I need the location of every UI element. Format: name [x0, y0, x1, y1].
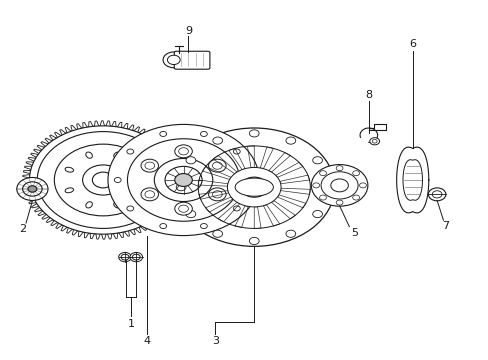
Circle shape	[335, 166, 342, 171]
Circle shape	[174, 202, 192, 215]
Circle shape	[178, 148, 188, 155]
Circle shape	[164, 166, 202, 194]
Circle shape	[126, 206, 133, 211]
FancyBboxPatch shape	[174, 51, 209, 69]
Circle shape	[311, 165, 367, 206]
Text: 5: 5	[350, 228, 357, 238]
Circle shape	[245, 177, 252, 183]
Circle shape	[319, 171, 326, 176]
Text: 2: 2	[19, 225, 26, 234]
Circle shape	[208, 188, 225, 201]
Circle shape	[28, 186, 37, 192]
Text: 7: 7	[441, 221, 448, 231]
Circle shape	[335, 200, 342, 205]
Circle shape	[176, 184, 185, 191]
Circle shape	[208, 159, 225, 172]
Circle shape	[29, 126, 176, 234]
Circle shape	[82, 165, 123, 195]
Ellipse shape	[114, 202, 120, 208]
Circle shape	[132, 254, 140, 260]
Circle shape	[174, 145, 192, 158]
Circle shape	[233, 206, 240, 211]
Circle shape	[108, 125, 259, 235]
Circle shape	[212, 230, 222, 237]
Circle shape	[227, 167, 281, 207]
Circle shape	[160, 224, 166, 229]
Circle shape	[144, 191, 154, 198]
Ellipse shape	[65, 167, 73, 172]
Text: 8: 8	[365, 90, 372, 100]
Circle shape	[240, 177, 267, 197]
Circle shape	[54, 144, 152, 216]
Circle shape	[312, 183, 319, 188]
Circle shape	[352, 171, 359, 176]
Circle shape	[92, 172, 114, 188]
Circle shape	[322, 184, 331, 191]
Circle shape	[249, 237, 259, 244]
Text: 4: 4	[143, 336, 150, 346]
Circle shape	[249, 130, 259, 137]
Circle shape	[285, 230, 295, 237]
Circle shape	[37, 132, 168, 228]
Circle shape	[141, 159, 158, 172]
Text: 1: 1	[127, 319, 134, 329]
Circle shape	[141, 188, 158, 201]
Circle shape	[127, 139, 239, 221]
Ellipse shape	[85, 152, 92, 158]
Circle shape	[121, 254, 129, 260]
Circle shape	[212, 137, 222, 144]
Circle shape	[17, 177, 48, 201]
Circle shape	[167, 55, 180, 64]
Circle shape	[369, 138, 379, 145]
Circle shape	[352, 195, 359, 200]
Circle shape	[200, 131, 207, 136]
Circle shape	[200, 224, 207, 229]
Circle shape	[174, 174, 192, 186]
Circle shape	[312, 211, 322, 218]
Circle shape	[163, 52, 184, 68]
Circle shape	[114, 177, 121, 183]
Circle shape	[359, 183, 366, 188]
Circle shape	[321, 172, 357, 199]
Ellipse shape	[132, 188, 141, 193]
Circle shape	[285, 137, 295, 144]
Circle shape	[312, 157, 322, 164]
Text: 6: 6	[408, 40, 415, 49]
Circle shape	[154, 158, 212, 202]
Ellipse shape	[85, 202, 92, 208]
Circle shape	[371, 139, 376, 143]
Ellipse shape	[65, 188, 73, 193]
Circle shape	[22, 182, 42, 196]
Circle shape	[427, 188, 445, 201]
Circle shape	[185, 211, 195, 218]
Circle shape	[212, 162, 222, 169]
Circle shape	[126, 149, 133, 154]
Circle shape	[185, 157, 195, 164]
Circle shape	[119, 252, 131, 262]
Circle shape	[319, 195, 326, 200]
Circle shape	[212, 191, 222, 198]
Circle shape	[431, 191, 441, 198]
Circle shape	[173, 128, 334, 246]
Circle shape	[144, 162, 154, 169]
Circle shape	[233, 149, 240, 154]
Ellipse shape	[114, 152, 120, 158]
Ellipse shape	[235, 178, 273, 196]
Text: 9: 9	[184, 26, 192, 36]
Text: 3: 3	[211, 336, 218, 346]
Ellipse shape	[132, 167, 141, 172]
Circle shape	[178, 205, 188, 212]
Circle shape	[330, 179, 347, 192]
Circle shape	[160, 131, 166, 136]
Circle shape	[130, 252, 142, 262]
